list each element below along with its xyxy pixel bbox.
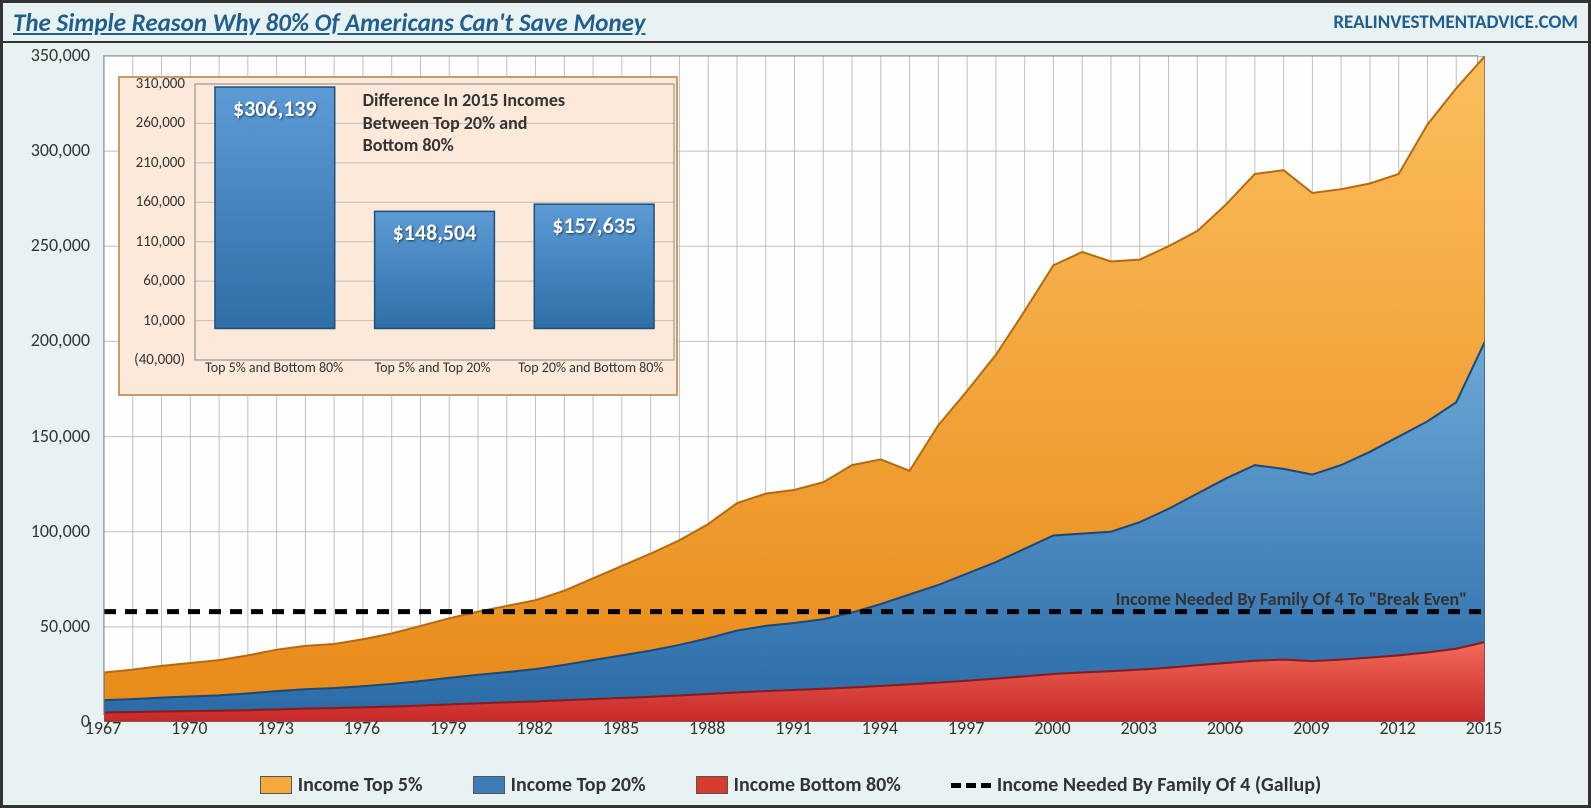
chart-container: The Simple Reason Why 80% Of Americans C… <box>0 0 1591 808</box>
y-tick-label: 350,000 <box>31 44 90 66</box>
legend-swatch <box>473 776 505 794</box>
x-tick-label: 1979 <box>430 717 467 739</box>
y-axis: 050,000100,000150,000200,000250,000300,0… <box>3 55 98 715</box>
inset-bar-value: $306,139 <box>233 95 317 122</box>
y-tick-label: 100,000 <box>31 520 90 542</box>
y-tick-label: 150,000 <box>31 425 90 447</box>
legend-item: Income Bottom 80% <box>696 773 901 797</box>
legend-item: Income Top 20% <box>473 773 646 797</box>
x-tick-label: 2009 <box>1293 717 1330 739</box>
inset-chart: (40,000) 10,000 60,000 110,000 160,000 210,00… <box>118 76 678 396</box>
x-tick-label: 1973 <box>257 717 294 739</box>
x-tick-label: 2000 <box>1034 717 1071 739</box>
x-tick-label: 1985 <box>603 717 640 739</box>
x-tick-label: 1976 <box>344 717 381 739</box>
legend-label: Income Top 20% <box>511 773 646 797</box>
legend-swatch <box>696 776 728 794</box>
legend-dash <box>951 783 991 788</box>
inset-x-label: Top 5% and Bottom 80% <box>195 358 353 394</box>
y-tick-label: 300,000 <box>31 139 90 161</box>
x-tick-label: 1994 <box>862 717 899 739</box>
x-tick-label: 1988 <box>689 717 726 739</box>
legend-swatch <box>260 776 292 794</box>
chart-title: The Simple Reason Why 80% Of Americans C… <box>13 7 645 38</box>
inset-y-tick: (40,000) <box>134 351 185 369</box>
inset-x-label: Top 20% and Bottom 80% <box>512 358 670 394</box>
legend-item: Income Top 5% <box>260 773 423 797</box>
chart-source: REALINVESTMENTADVICE.COM <box>1333 11 1578 34</box>
inset-bar-value: $157,635 <box>552 212 636 239</box>
x-tick-label: 2006 <box>1207 717 1244 739</box>
legend: Income Top 5% Income Top 20% Income Bottom… <box>103 770 1478 800</box>
legend-item: Income Needed By Family Of 4 (Gallup) <box>951 773 1321 797</box>
inset-y-tick: 60,000 <box>143 272 185 290</box>
x-axis: 1967197019731976197919821985198819911994… <box>103 717 1478 745</box>
x-tick-label: 1967 <box>85 717 122 739</box>
inset-y-axis: (40,000)10,00060,000110,000160,000210,00… <box>120 78 190 364</box>
x-tick-label: 2015 <box>1466 717 1503 739</box>
x-tick-label: 1997 <box>948 717 985 739</box>
legend-label: Income Needed By Family Of 4 (Gallup) <box>997 773 1321 797</box>
x-tick-label: 1982 <box>516 717 553 739</box>
x-tick-label: 2003 <box>1121 717 1158 739</box>
inset-y-tick: 160,000 <box>136 193 185 211</box>
inset-y-tick: 260,000 <box>136 114 185 132</box>
y-tick-label: 50,000 <box>40 615 90 637</box>
inset-y-tick: 10,000 <box>143 312 185 330</box>
inset-y-tick: 310,000 <box>136 75 185 93</box>
plot-area: Income Needed By Family Of 4 To "Break E… <box>103 55 1478 715</box>
legend-label: Income Bottom 80% <box>734 773 901 797</box>
break-even-label: Income Needed By Family Of 4 To "Break E… <box>1116 588 1467 610</box>
x-tick-label: 2012 <box>1379 717 1416 739</box>
x-tick-label: 1991 <box>775 717 812 739</box>
y-tick-label: 250,000 <box>31 234 90 256</box>
inset-y-tick: 110,000 <box>136 233 185 251</box>
inset-bar-value: $148,504 <box>393 219 477 246</box>
inset-y-tick: 210,000 <box>136 154 185 172</box>
legend-label: Income Top 5% <box>298 773 423 797</box>
inset-title: Difference In 2015 Incomes Between Top 2… <box>363 89 583 157</box>
inset-x-label: Top 5% and Top 20% <box>353 358 511 394</box>
y-tick-label: 200,000 <box>31 329 90 351</box>
x-tick-label: 1970 <box>171 717 208 739</box>
header: The Simple Reason Why 80% Of Americans C… <box>3 3 1588 43</box>
inset-x-axis: Top 5% and Bottom 80%Top 5% and Top 20%T… <box>195 358 670 394</box>
